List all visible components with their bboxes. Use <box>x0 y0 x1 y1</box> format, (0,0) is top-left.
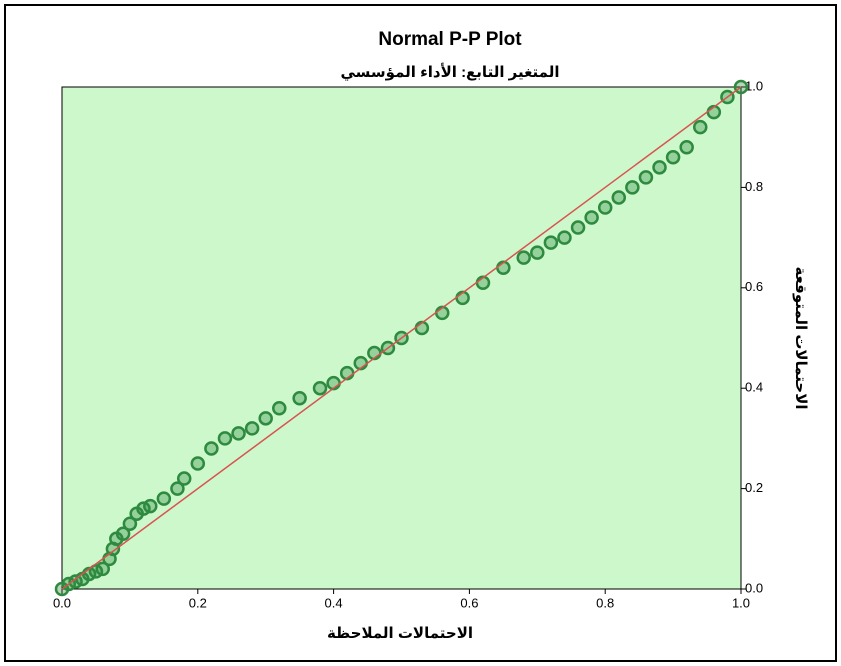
chart-title: Normal P-P Plot <box>378 29 522 50</box>
point <box>292 390 307 406</box>
y-tick-label: 0.2 <box>745 480 763 495</box>
y-tick-label: 1.0 <box>745 78 763 93</box>
y-tick-label: 0.4 <box>745 380 763 395</box>
point <box>170 481 185 496</box>
point <box>217 431 233 446</box>
point <box>122 516 138 531</box>
point <box>679 139 694 155</box>
point <box>176 471 192 486</box>
point <box>516 250 531 265</box>
chart-subtitle: المتغير التابع: الأداء المؤسسي <box>340 63 559 81</box>
point <box>258 411 273 426</box>
point <box>611 190 627 205</box>
x-tick-label: 0.8 <box>596 595 614 610</box>
point <box>115 526 131 542</box>
y-tick-label: 0.6 <box>745 279 763 294</box>
y-tick-label: 0.0 <box>745 580 763 595</box>
point <box>530 245 545 260</box>
reference-line <box>61 86 742 590</box>
point <box>557 230 572 245</box>
y-tick-label: 0.8 <box>745 179 763 194</box>
point <box>312 380 328 396</box>
x-tick-label: 1.0 <box>732 595 750 610</box>
point <box>143 498 158 514</box>
point <box>665 150 681 165</box>
point <box>652 160 667 175</box>
x-axis-label: الاحتمالات الملاحظة <box>327 625 473 642</box>
point <box>584 210 599 225</box>
point <box>156 491 172 506</box>
point <box>693 119 708 135</box>
point <box>543 235 559 250</box>
point <box>244 421 260 436</box>
x-tick-label: 0.2 <box>189 595 207 610</box>
point <box>570 220 586 235</box>
x-tick-label: 0.4 <box>325 595 343 610</box>
x-tick-label: 0.6 <box>460 595 478 610</box>
point <box>272 401 287 416</box>
point <box>625 180 640 195</box>
point <box>95 561 110 577</box>
x-tick-label: 0.0 <box>53 595 71 610</box>
point <box>231 426 246 441</box>
point <box>638 170 654 185</box>
point <box>204 441 219 456</box>
point <box>597 200 613 215</box>
point <box>190 456 206 471</box>
y-axis-label: الاحتمالات المتوقعة <box>792 266 809 409</box>
